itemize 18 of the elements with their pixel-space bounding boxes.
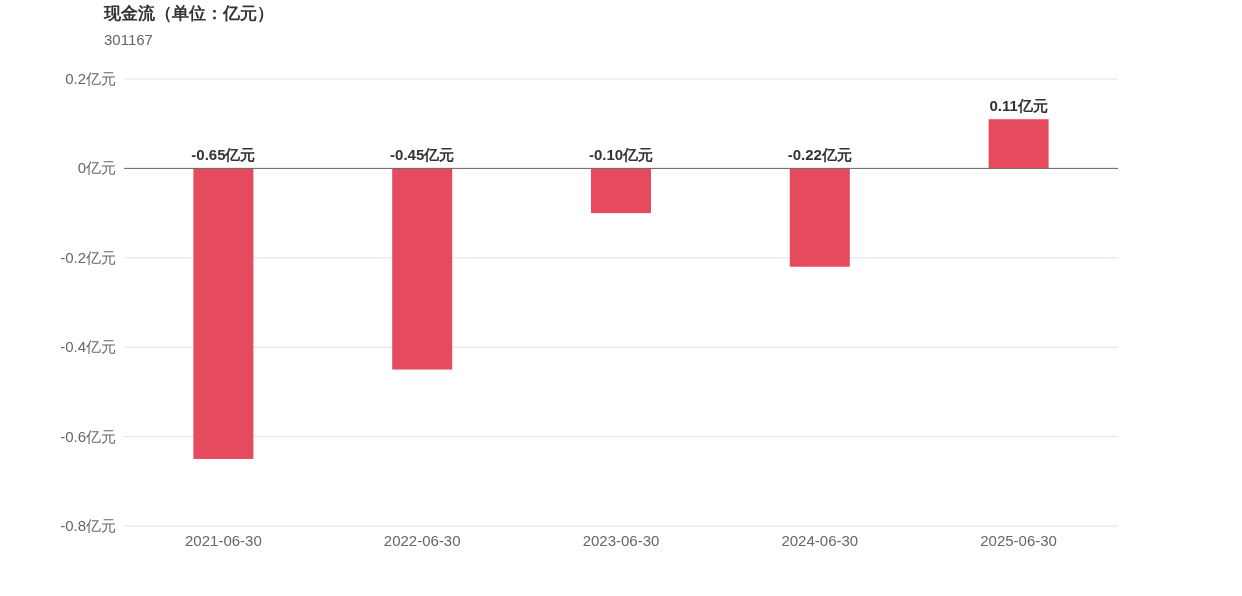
data-label: -0.22亿元 <box>787 146 852 164</box>
chart-title: 现金流（单位：亿元） <box>103 4 274 23</box>
data-label: -0.10亿元 <box>588 146 654 164</box>
y-tick-label: 0亿元 <box>77 159 116 177</box>
x-tick-label: 2024-06-30 <box>781 532 859 549</box>
y-tick-label: -0.8亿元 <box>60 517 116 534</box>
y-tick-label: -0.2亿元 <box>60 248 116 266</box>
x-tick-label: 2022-06-30 <box>383 532 461 549</box>
x-tick-label: 2023-06-30 <box>582 532 660 549</box>
data-label: -0.45亿元 <box>390 146 455 164</box>
y-tick-label: 0.2亿元 <box>65 70 116 87</box>
y-tick-label: -0.4亿元 <box>60 338 116 356</box>
data-label: -0.65亿元 <box>191 146 256 164</box>
x-tick-label: 2025-06-30 <box>980 532 1057 549</box>
chart-subtitle: 301167 <box>104 31 153 48</box>
data-label: 0.11亿元 <box>989 97 1048 115</box>
y-tick-label: -0.6亿元 <box>60 427 116 445</box>
x-tick-label: 2021-06-30 <box>185 532 262 549</box>
